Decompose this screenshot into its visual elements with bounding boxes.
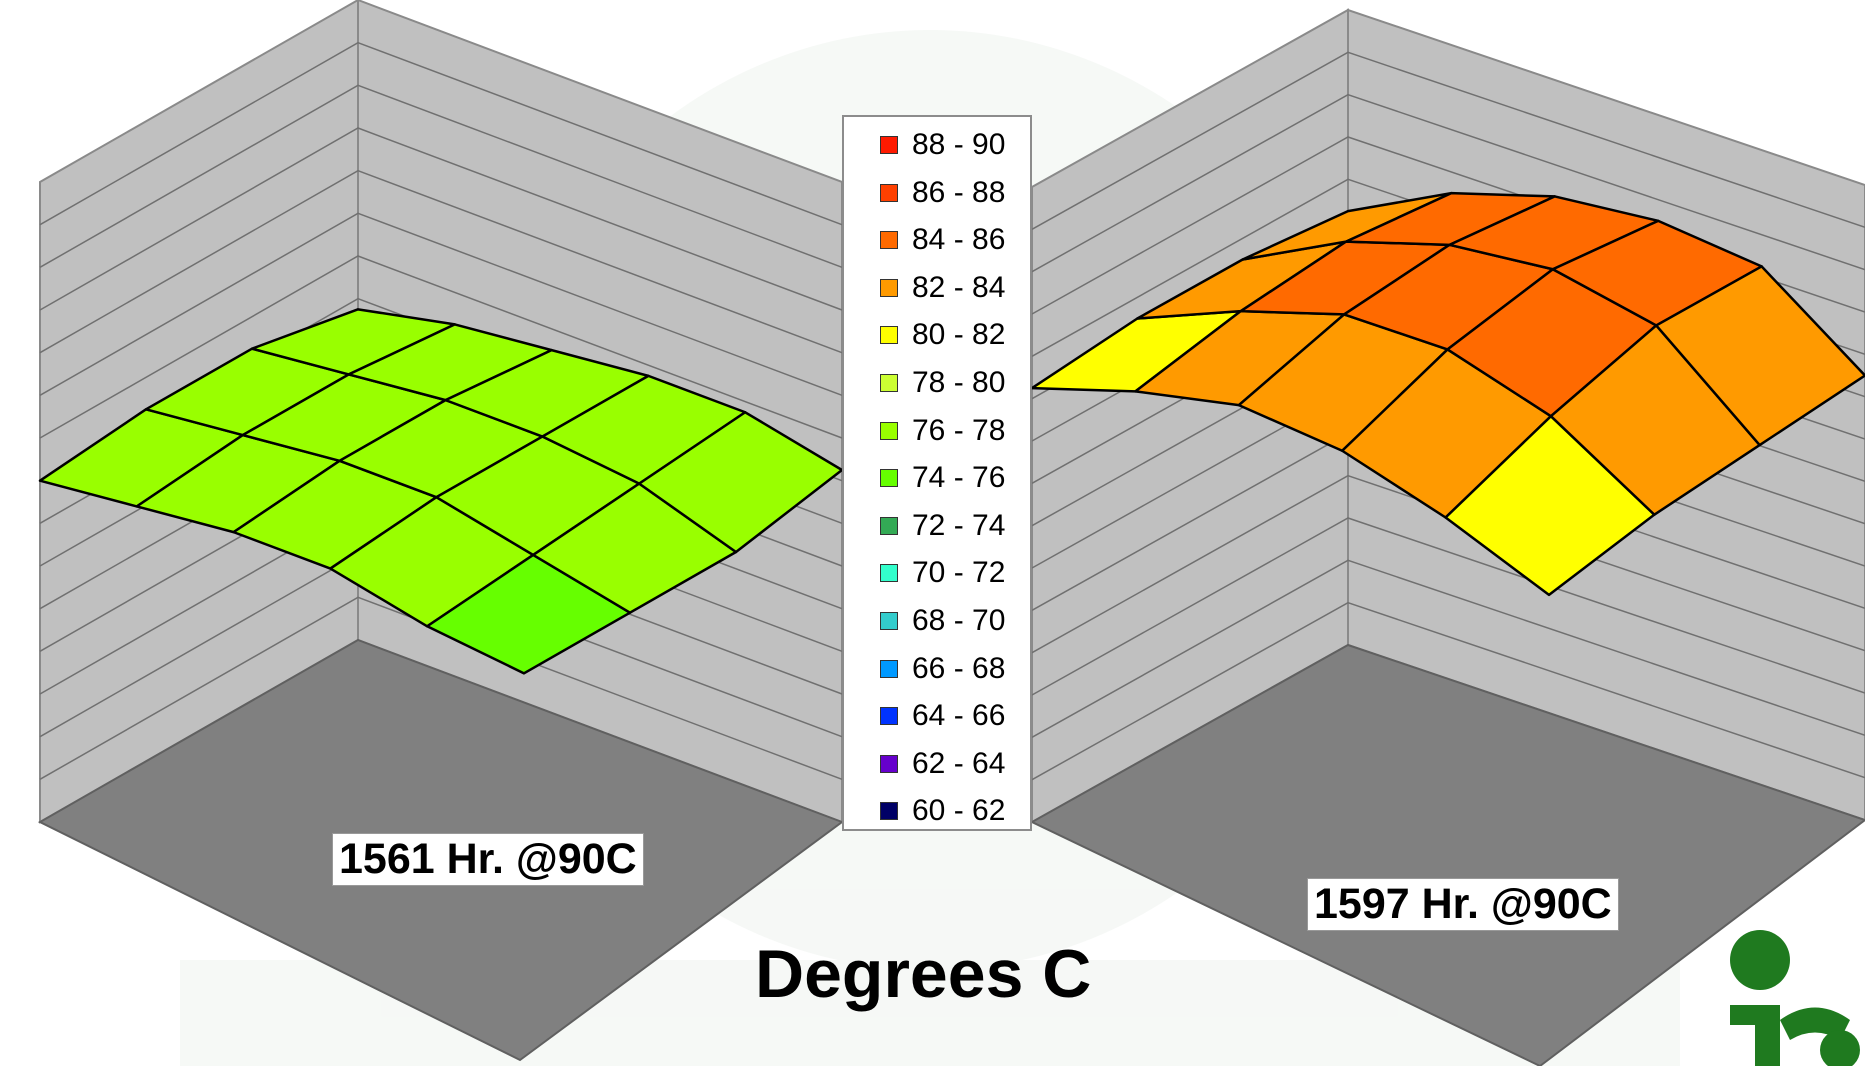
- gridline: [39, 41, 843, 226]
- gridline: [39, 84, 843, 269]
- legend-item: 78 - 80: [880, 366, 1006, 399]
- gridline: [1031, 93, 1865, 273]
- legend-swatch: [880, 564, 898, 583]
- legend-item: 86 - 88: [880, 175, 1006, 209]
- chart-1-label: 1561 Hr. @90C: [332, 833, 644, 886]
- gridline: [39, 212, 843, 397]
- legend-item: 68 - 70: [880, 604, 1006, 637]
- legend-label: 80 - 82: [912, 318, 1006, 352]
- legend-swatch: [880, 469, 898, 488]
- legend-item: 74 - 76: [880, 461, 1006, 495]
- legend-label: 68 - 70: [912, 604, 1006, 637]
- legend-swatch: [880, 374, 898, 392]
- logo-mark: [1730, 930, 1860, 1066]
- legend-label: 74 - 76: [912, 461, 1006, 495]
- gridline: [1031, 559, 1865, 738]
- surface-chart-2: [1029, 8, 1865, 1066]
- legend-swatch: [880, 183, 898, 202]
- legend-item: 64 - 66: [880, 699, 1006, 733]
- legend-label: 66 - 68: [912, 651, 1006, 685]
- legend-swatch: [880, 326, 898, 345]
- chart-title: Degrees C: [755, 936, 1092, 1012]
- chart-2-label: 1597 Hr. @90C: [1307, 878, 1619, 931]
- legend-item: 72 - 74: [880, 508, 1006, 542]
- legend-label: 88 - 90: [912, 128, 1006, 161]
- legend-swatch: [880, 612, 898, 630]
- gridline: [39, 255, 843, 439]
- gridline: [1031, 601, 1865, 781]
- gridline: [1031, 517, 1865, 696]
- legend-item: 70 - 72: [880, 556, 1006, 590]
- legend-swatch: [880, 421, 898, 440]
- legend-swatch: [880, 516, 898, 535]
- legend-item: 80 - 82: [880, 318, 1006, 352]
- legend-swatch: [880, 802, 898, 821]
- legend-item: 62 - 64: [880, 746, 1006, 780]
- floor: [1029, 643, 1865, 1066]
- legend-swatch: [880, 231, 898, 250]
- legend-swatch: [880, 707, 898, 726]
- gridline: [39, 169, 843, 354]
- legend-label: 76 - 78: [912, 413, 1006, 447]
- surface-patch: [637, 411, 844, 554]
- legend-label: 84 - 86: [912, 223, 1006, 257]
- legend-label: 78 - 80: [912, 366, 1006, 399]
- gridline: [39, 596, 843, 781]
- legend-item: 60 - 62: [880, 794, 1006, 828]
- legend-swatch: [880, 278, 898, 297]
- legend-swatch: [880, 754, 898, 773]
- legend-swatch: [880, 136, 898, 154]
- legend-swatch: [880, 659, 898, 678]
- legend-item: 82 - 84: [880, 270, 1006, 304]
- legend-item: 88 - 90: [880, 128, 1006, 161]
- gridline: [1031, 51, 1865, 230]
- legend-label: 60 - 62: [912, 794, 1006, 828]
- legend-item: 76 - 78: [880, 413, 1006, 447]
- legend-item: 66 - 68: [880, 651, 1006, 685]
- legend-label: 64 - 66: [912, 699, 1006, 733]
- surface-patch: [1655, 265, 1865, 447]
- gridline: [39, 127, 843, 311]
- legend-label: 86 - 88: [912, 175, 1006, 209]
- legend-label: 72 - 74: [912, 508, 1006, 542]
- legend-label: 62 - 64: [912, 746, 1006, 780]
- surface-chart-1: [37, 0, 845, 1062]
- gridline: [1031, 474, 1865, 654]
- legend-label: 70 - 72: [912, 556, 1006, 590]
- legend: 88 - 90 86 - 88 84 - 86 82 - 84 80 - 82 78 - …: [842, 115, 1032, 831]
- legend-item: 84 - 86: [880, 223, 1006, 257]
- legend-label: 82 - 84: [912, 270, 1006, 304]
